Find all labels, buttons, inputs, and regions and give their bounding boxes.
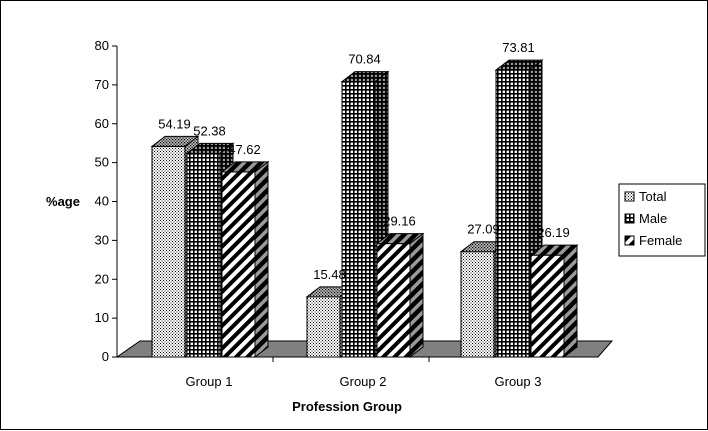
bar-front-face	[376, 243, 411, 358]
y-tick-label: 70	[95, 77, 109, 92]
x-axis-categories: Group 1 Group 2 Group 3	[186, 374, 542, 389]
bars-group	[150, 59, 579, 359]
data-label: 73.81	[502, 40, 535, 55]
bar-front-face	[341, 81, 376, 358]
y-tick-label: 30	[95, 232, 109, 247]
bar-front-face	[151, 145, 186, 358]
bar-top-face	[529, 244, 579, 256]
bar-female-1	[220, 160, 270, 359]
bar-front-face	[186, 152, 221, 358]
y-tick-label: 40	[95, 194, 109, 209]
legend-swatch-male	[624, 213, 635, 224]
bar-front-face	[306, 296, 341, 358]
data-label: 26.19	[537, 225, 570, 240]
y-axis-title: %age	[46, 194, 80, 209]
y-tick-label: 20	[95, 271, 109, 286]
data-label: 54.19	[158, 116, 191, 131]
y-tick-label: 50	[95, 155, 109, 170]
legend-swatch-total	[624, 191, 635, 202]
x-tick-label: Group 1	[186, 374, 233, 389]
bar-side-face	[409, 232, 424, 359]
bar-top-face	[185, 142, 235, 154]
bar-front-face	[460, 251, 495, 358]
data-label: 47.62	[228, 142, 261, 157]
bar-top-face	[150, 135, 200, 147]
y-tick-label: 60	[95, 116, 109, 131]
bar-side-face	[254, 160, 269, 359]
bar-top-face	[494, 59, 544, 71]
legend-label-male: Male	[639, 211, 667, 226]
legend-label-female: Female	[639, 233, 682, 248]
bar-female-2	[375, 232, 425, 359]
bar-top-face	[340, 71, 390, 83]
x-tick-label: Group 3	[495, 374, 542, 389]
data-label: 27.09	[467, 222, 500, 237]
legend-label-total: Total	[639, 189, 667, 204]
bar-female-3	[529, 244, 579, 359]
bar-front-face	[221, 171, 256, 358]
legend-swatch-female	[624, 235, 635, 246]
bar-top-face	[220, 161, 270, 173]
data-label: 52.38	[193, 123, 226, 138]
bar-side-face	[563, 244, 578, 359]
data-label: 15.48	[313, 267, 346, 282]
bar-top-face	[375, 233, 425, 245]
bar-front-face	[495, 69, 530, 358]
x-tick-label: Group 2	[340, 374, 387, 389]
x-axis-title: Profession Group	[292, 399, 402, 414]
bar-front-face	[530, 254, 565, 358]
y-tick-label: 0	[102, 349, 109, 364]
y-tick-label: 80	[95, 38, 109, 53]
y-tick-label: 10	[95, 310, 109, 325]
legend: Total Male Female	[618, 183, 706, 257]
data-label: 29.16	[383, 214, 416, 229]
data-label: 70.84	[348, 52, 381, 67]
